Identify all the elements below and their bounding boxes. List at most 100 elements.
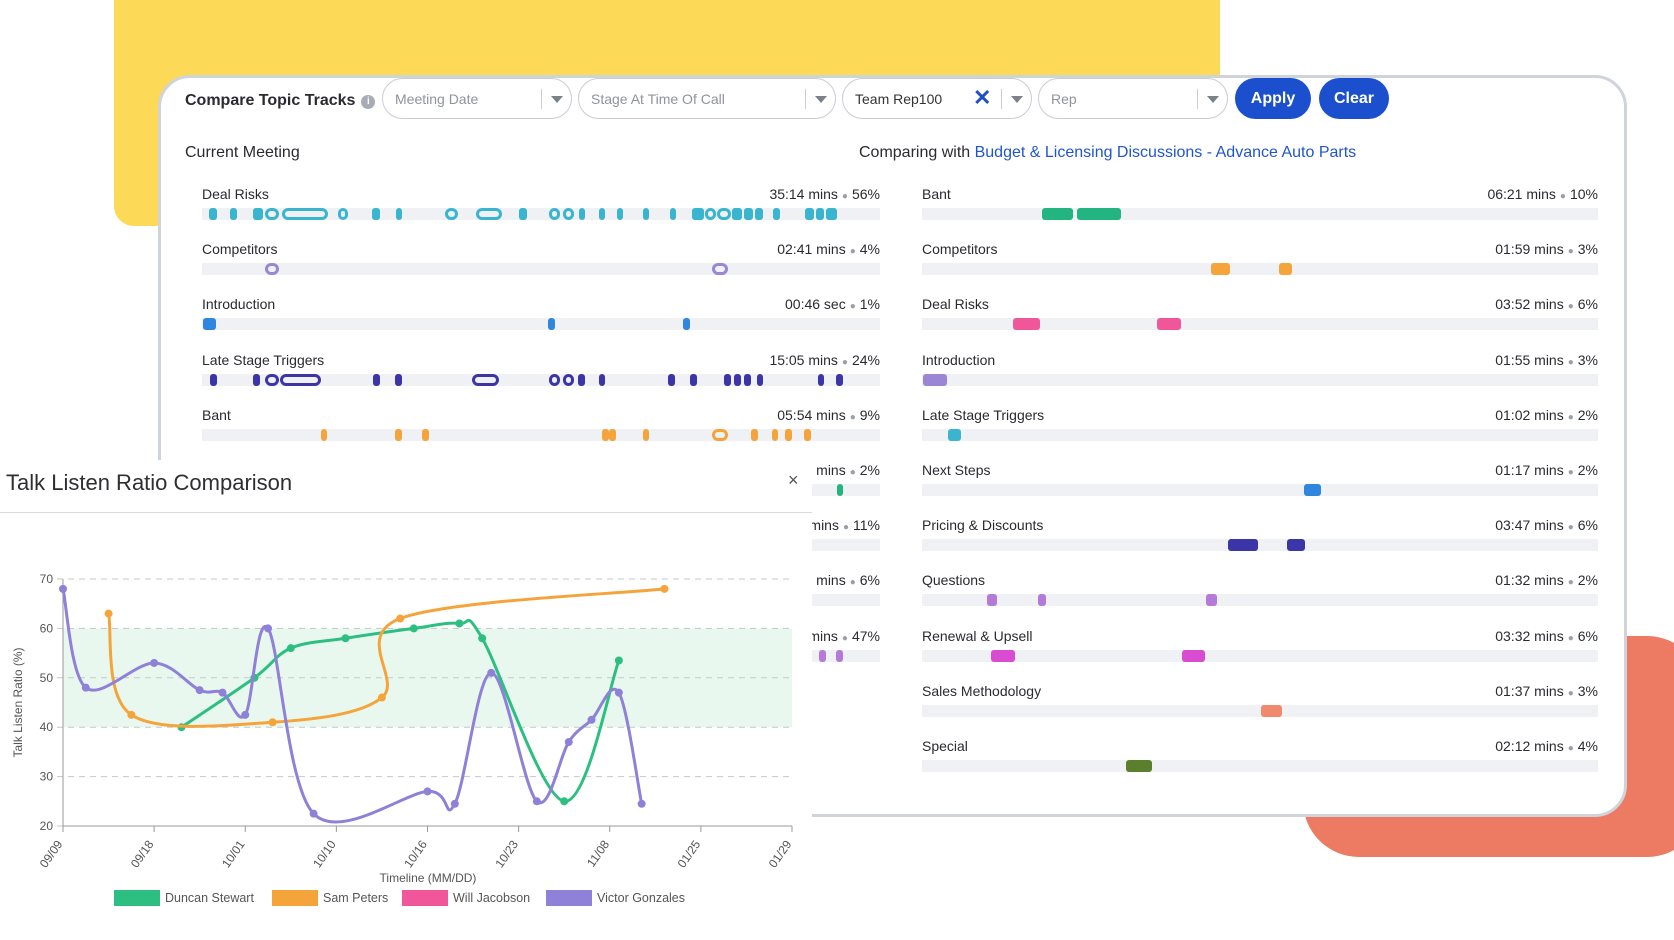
meeting-date-filter[interactable]: Meeting Date [382,78,572,119]
topic-segment[interactable] [1077,208,1121,220]
topic-segment[interactable] [817,373,825,386]
topic-track[interactable]: Sales Methodology 01:37 mins ● 3% [922,683,1598,737]
topic-segment[interactable] [732,208,743,220]
topic-segment[interactable] [754,208,763,220]
topic-segment[interactable] [1303,484,1321,496]
topic-segment[interactable] [836,484,844,496]
topic-segment[interactable] [771,428,779,441]
topic-segment[interactable] [395,208,402,220]
topic-segment[interactable] [1227,539,1258,552]
chevron-down-icon[interactable] [1207,96,1219,103]
topic-segment[interactable] [835,373,843,386]
topic-segment[interactable] [717,208,731,220]
topic-segment[interactable] [669,208,676,220]
chevron-down-icon[interactable] [551,96,563,103]
topic-track[interactable]: Bant 06:21 mins ● 10% [922,186,1598,240]
topic-segment[interactable] [616,208,624,220]
topic-segment[interactable] [265,373,279,386]
topic-segment[interactable] [252,208,263,220]
topic-segment[interactable] [471,373,499,386]
topic-segment[interactable] [711,263,729,276]
topic-segment[interactable] [422,428,430,441]
topic-segment[interactable] [562,208,574,220]
topic-segment[interactable] [208,208,217,220]
topic-track[interactable]: Renewal & Upsell 03:32 mins ● 6% [922,628,1598,682]
topic-segment[interactable] [230,208,238,220]
topic-segment[interactable] [1038,594,1047,607]
topic-segment[interactable] [705,208,716,220]
topic-track[interactable]: Questions 01:32 mins ● 2% [922,572,1598,626]
topic-segment[interactable] [825,208,837,220]
topic-segment[interactable] [772,208,780,220]
topic-segment[interactable] [562,373,574,386]
topic-segment[interactable] [265,263,279,276]
topic-segment[interactable] [986,594,998,607]
topic-segment[interactable] [1205,594,1217,607]
topic-segment[interactable] [372,373,380,386]
topic-segment[interactable] [320,428,328,441]
topic-segment[interactable] [744,208,753,220]
topic-segment[interactable] [734,373,741,386]
topic-segment[interactable] [835,649,843,662]
info-icon[interactable]: i [361,95,376,109]
topic-track[interactable]: Deal Risks 03:52 mins ● 6% [922,296,1598,350]
topic-segment[interactable] [1278,263,1293,276]
topic-segment[interactable] [724,373,731,386]
topic-segment[interactable] [1182,649,1206,662]
topic-segment[interactable] [711,428,729,441]
topic-segment[interactable] [265,208,279,220]
topic-track[interactable]: Late Stage Triggers 01:02 mins ● 2% [922,407,1598,461]
topic-track[interactable]: Special 02:12 mins ● 4% [922,738,1598,792]
legend-item[interactable]: Victor Gonzales [546,890,685,906]
topic-segment[interactable] [210,373,217,386]
rep-filter[interactable]: Rep [1038,78,1228,119]
topic-segment[interactable] [578,373,586,386]
team-filter[interactable]: Team Rep100 ✕ [842,78,1032,119]
topic-segment[interactable] [642,428,650,441]
topic-segment[interactable] [683,318,691,331]
legend-item[interactable]: Duncan Stewart [114,890,254,906]
topic-segment[interactable] [608,428,616,441]
topic-segment[interactable] [1157,318,1181,331]
topic-segment[interactable] [744,373,752,386]
topic-segment[interactable] [990,649,1016,662]
topic-segment[interactable] [756,373,764,386]
topic-segment[interactable] [1013,318,1041,331]
topic-segment[interactable] [1042,208,1074,220]
chevron-down-icon[interactable] [815,96,827,103]
topic-segment[interactable] [1211,263,1230,276]
topic-segment[interactable] [751,428,758,441]
topic-segment[interactable] [395,373,402,386]
topic-segment[interactable] [279,373,321,386]
topic-segment[interactable] [282,208,329,220]
topic-segment[interactable] [252,373,260,386]
topic-segment[interactable] [947,428,962,441]
legend-item[interactable]: Will Jacobson [402,890,530,906]
topic-segment[interactable] [337,208,349,220]
topic-segment[interactable] [785,428,792,441]
topic-segment[interactable] [1126,760,1152,772]
close-x-icon[interactable]: ✕ [973,85,992,110]
topic-segment[interactable] [549,373,560,386]
topic-segment[interactable] [805,208,814,220]
topic-segment[interactable] [475,208,502,220]
topic-track[interactable]: Competitors 01:59 mins ● 3% [922,241,1598,295]
apply-button[interactable]: Apply [1235,78,1311,119]
close-icon[interactable]: × [788,470,799,490]
topic-segment[interactable] [598,208,605,220]
topic-segment[interactable] [598,373,606,386]
topic-segment[interactable] [668,373,676,386]
topic-segment[interactable] [1261,704,1282,717]
topic-segment[interactable] [1287,539,1305,552]
topic-segment[interactable] [642,208,649,220]
stage-filter[interactable]: Stage At Time Of Call [578,78,836,119]
topic-segment[interactable] [395,428,402,441]
topic-segment[interactable] [690,373,697,386]
topic-segment[interactable] [804,428,811,441]
topic-segment[interactable] [549,208,560,220]
topic-segment[interactable] [602,428,609,441]
topic-segment[interactable] [578,208,586,220]
topic-track[interactable]: Next Steps 01:17 mins ● 2% [922,462,1598,516]
topic-track[interactable]: Pricing & Discounts 03:47 mins ● 6% [922,517,1598,571]
topic-track[interactable]: Deal Risks 35:14 mins ● 56% [202,186,880,240]
